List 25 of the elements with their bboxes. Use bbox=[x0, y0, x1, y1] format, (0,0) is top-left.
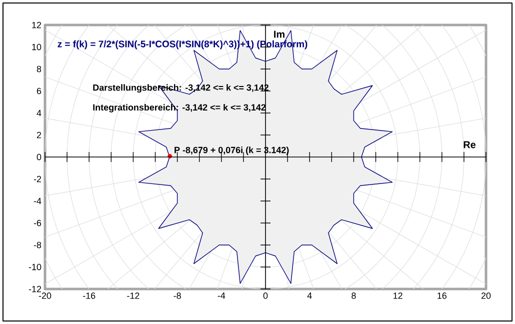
y-tick-label: -10 bbox=[28, 264, 42, 270]
x-tick-label: 0 bbox=[263, 292, 268, 299]
x-tick-label: -20 bbox=[38, 292, 52, 299]
y-tick-label: -12 bbox=[28, 286, 42, 292]
x-tick-label: -16 bbox=[83, 292, 96, 299]
x-tick-label: 20 bbox=[481, 292, 491, 299]
y-tick-label: 10 bbox=[32, 44, 42, 50]
y-tick-label: -4 bbox=[34, 198, 42, 204]
x-tick-label: -12 bbox=[127, 292, 140, 299]
x-axis-title: Re bbox=[464, 141, 476, 148]
y-tick-label: 6 bbox=[36, 88, 42, 94]
y-tick-label: 12 bbox=[32, 22, 42, 28]
y-tick-label: 0 bbox=[36, 154, 42, 160]
x-tick-label: 12 bbox=[394, 292, 402, 299]
y-tick-label: 4 bbox=[36, 110, 42, 116]
x-tick-label: 16 bbox=[438, 292, 446, 299]
x-tick-label: 8 bbox=[352, 292, 356, 299]
y-tick-label: -2 bbox=[34, 176, 42, 182]
x-tick-label: -8 bbox=[174, 292, 181, 299]
y-tick-label: -6 bbox=[34, 220, 42, 226]
y-tick-label: -8 bbox=[34, 242, 42, 248]
x-tick-label: -4 bbox=[218, 292, 226, 299]
y-tick-label: 2 bbox=[36, 132, 42, 138]
x-tick-label: 4 bbox=[307, 292, 312, 299]
y-tick-label: 8 bbox=[36, 66, 42, 72]
